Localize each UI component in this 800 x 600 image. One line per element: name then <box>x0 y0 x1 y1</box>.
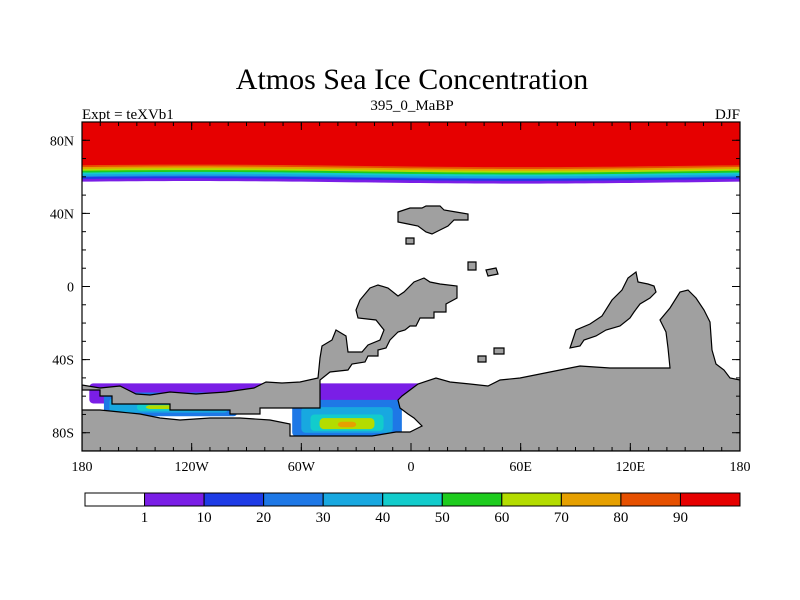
x-tick-label: 120W <box>175 460 210 475</box>
y-tick-label: 80N <box>50 134 74 149</box>
arctic-ice-band <box>82 122 740 168</box>
colorbar-swatch <box>144 492 205 507</box>
map-layer <box>82 122 740 451</box>
colorbar-label: 40 <box>375 510 390 526</box>
expt-label: Expt = teXVb1 <box>82 107 174 123</box>
x-tick-label: 180 <box>72 460 93 475</box>
x-tick-label: 180 <box>730 460 751 475</box>
land-mass <box>477 355 487 363</box>
axis-layer: 180 120W 60W 0 60E 120E 180 80N 40N 0 40S 80S <box>50 121 751 475</box>
land-mass <box>82 289 740 451</box>
colorbar-swatch <box>203 492 265 507</box>
colorbar-label: 30 <box>316 510 331 526</box>
colorbar-swatch <box>501 492 562 507</box>
colorbar-swatch <box>620 492 681 507</box>
antarctic-ice-patch <box>337 421 357 428</box>
y-tick-label: 0 <box>67 281 74 296</box>
x-tick-label: 60E <box>509 460 532 475</box>
colorbar-label: 10 <box>197 510 212 526</box>
colorbar: 1 10 20 30 40 50 60 70 80 90 <box>84 492 741 526</box>
colorbar-swatch <box>560 492 622 507</box>
colorbar-swatch <box>441 492 503 507</box>
colorbar-swatch <box>263 492 324 507</box>
land-mass <box>397 205 469 235</box>
land-mass <box>485 267 499 277</box>
x-tick-label: 120E <box>616 460 646 475</box>
antarctic-ice-patch <box>145 405 174 409</box>
land-mass <box>405 237 415 245</box>
land-mass <box>493 347 505 355</box>
colorbar-label: 1 <box>141 510 149 526</box>
colorbar-swatch <box>382 492 443 507</box>
colorbar-swatch <box>84 492 146 507</box>
colorbar-label: 20 <box>256 510 271 526</box>
colorbar-label: 80 <box>613 510 628 526</box>
season-label: DJF <box>715 107 740 123</box>
land-mass <box>82 277 458 415</box>
colorbar-swatch <box>322 492 384 507</box>
colorbar-swatch <box>679 492 741 507</box>
colorbar-label: 70 <box>554 510 569 526</box>
y-tick-label: 40S <box>52 354 74 369</box>
y-tick-label: 80S <box>52 427 74 442</box>
colorbar-label: 60 <box>494 510 509 526</box>
colorbar-label: 50 <box>435 510 450 526</box>
colorbar-label: 90 <box>673 510 688 526</box>
chart-title: Atmos Sea Ice Concentration <box>236 63 588 96</box>
land-mass <box>569 270 657 349</box>
land-mass <box>467 261 477 271</box>
y-tick-label: 40N <box>50 207 74 222</box>
period-label: 395_0_MaBP <box>370 98 453 114</box>
x-tick-label: 60W <box>288 460 316 475</box>
x-tick-label: 0 <box>408 460 415 475</box>
